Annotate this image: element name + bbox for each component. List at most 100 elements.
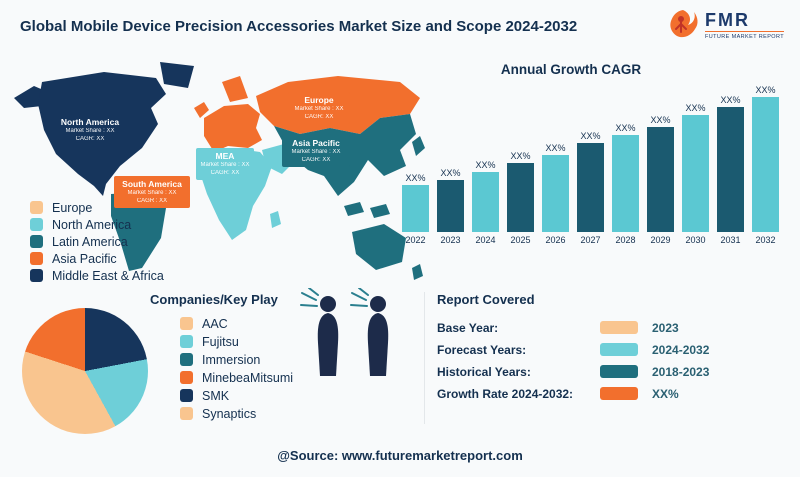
fmr-logo-icon: [670, 10, 698, 38]
bar-year-label: 2028: [615, 235, 636, 245]
region-australia: [352, 224, 423, 280]
bar-year-label: 2032: [755, 235, 776, 245]
report-row-label: Forecast Years:: [437, 342, 527, 357]
legend-item-latin-america: Latin America: [30, 234, 164, 249]
report-row-swatch: [600, 365, 638, 378]
companies-section: Companies/Key Play AAC Fujitsu Immersion…: [150, 292, 293, 425]
report-row-swatch: [600, 387, 638, 400]
bar-chart-bars: XX% 2022 XX% 2023 XX% 2024 XX% 2025 XX% 2026 XX% 20…: [402, 85, 790, 245]
bar-group-2024: XX% 2024: [472, 160, 499, 245]
report-row-growth-rate: Growth Rate 2024-2032: XX%: [437, 386, 787, 401]
map-label-share: Market Share : XX: [291, 149, 341, 156]
bar-group-2022: XX% 2022: [402, 173, 429, 245]
bar-value-label: XX%: [580, 131, 601, 141]
source-url: @Source: www.futuremarketreport.com: [277, 448, 523, 463]
bar-value-label: XX%: [405, 173, 426, 183]
region-south-america: [111, 192, 166, 271]
bar-value-label: XX%: [510, 151, 531, 161]
region-legend: Europe North America Latin America Asia …: [30, 201, 164, 286]
report-covered-title: Report Covered: [437, 292, 535, 307]
map-label-cagr: CAGR: XX: [301, 157, 331, 164]
company-label: AAC: [202, 316, 228, 331]
map-label-title: North America: [60, 117, 120, 127]
company-item: Synaptics: [180, 406, 293, 421]
legend-swatch: [30, 252, 43, 265]
company-label: Synaptics: [202, 406, 257, 421]
report-row-value: 2024-2032: [652, 342, 710, 357]
report-row-historical-years: Historical Years: 2018-2023: [437, 364, 787, 379]
legend-swatch: [30, 218, 43, 231]
bar-2032: [752, 97, 779, 232]
company-swatch: [180, 371, 193, 384]
section-divider: [424, 292, 425, 424]
report-row-label: Growth Rate 2024-2032:: [437, 386, 574, 401]
company-swatch: [180, 353, 193, 366]
legend-item-middle-east-africa: Middle East & Africa: [30, 269, 164, 283]
bar-year-label: 2029: [650, 235, 671, 245]
company-swatch: [180, 317, 193, 330]
report-row-value: XX%: [652, 386, 679, 401]
speech-rays-icon: [300, 288, 369, 307]
company-item: AAC: [180, 316, 293, 331]
companies-title: Companies/Key Play: [150, 292, 278, 307]
bar-year-label: 2031: [720, 235, 741, 245]
bar-group-2025: XX% 2025: [507, 151, 534, 245]
company-item: SMK: [180, 388, 293, 403]
bar-2029: [647, 127, 674, 232]
legend-item-north-america: North America: [30, 217, 164, 232]
bar-year-label: 2022: [405, 235, 426, 245]
region-north-america: [14, 62, 194, 196]
map-label-share: Market Share : XX: [127, 190, 177, 197]
bar-group-2026: XX% 2026: [542, 143, 569, 245]
map-label-share: Market Share : XX: [65, 128, 115, 135]
legend-label: Asia Pacific: [52, 251, 117, 266]
bar-2030: [682, 115, 709, 232]
map-label-share: Market Share : XX: [294, 106, 344, 113]
map-label-cagr: CAGR: XX: [304, 114, 334, 121]
map-label-share: Market Share : XX: [200, 162, 250, 169]
company-swatch: [180, 389, 193, 402]
company-item: Immersion: [180, 353, 293, 367]
report-row-swatch: [600, 343, 638, 356]
bar-2027: [577, 143, 604, 232]
map-label-title: Asia Pacific: [292, 138, 340, 148]
legend-label: Latin America: [52, 234, 128, 249]
bar-year-label: 2023: [440, 235, 461, 245]
bar-year-label: 2025: [510, 235, 531, 245]
company-swatch: [180, 407, 193, 420]
report-row-value: 2023: [652, 320, 679, 335]
company-label: SMK: [202, 388, 230, 403]
bar-2026: [542, 155, 569, 232]
report-row-forecast-years: Forecast Years: 2024-2032: [437, 342, 787, 357]
legend-swatch: [30, 269, 43, 282]
bar-value-label: XX%: [685, 103, 706, 113]
map-label-cagr: CAGR: XX: [75, 136, 105, 143]
bar-group-2027: XX% 2027: [577, 131, 604, 245]
bar-chart-title: Annual Growth CAGR: [500, 62, 642, 77]
person-silhouette: [317, 296, 389, 376]
company-item: Fujitsu: [180, 334, 293, 349]
map-label-mea: MEA Market Share : XX CAGR: XX: [196, 148, 254, 181]
bar-value-label: XX%: [615, 123, 636, 133]
company-label: Fujitsu: [202, 334, 239, 349]
map-label-title: South America: [122, 179, 182, 189]
fmr-logo: FMR FUTURE MARKET REPORT: [669, 8, 784, 42]
map-label-cagr: CAGR : XX: [136, 198, 168, 205]
legend-item-asia-pacific: Asia Pacific: [30, 251, 164, 266]
bar-group-2031: XX% 2031: [717, 95, 744, 245]
bar-year-label: 2026: [545, 235, 566, 245]
company-item: MinebeaMitsumi: [180, 371, 293, 385]
page-title: Global Mobile Device Precision Accessori…: [20, 18, 578, 35]
bar-2022: [402, 185, 429, 232]
map-label-asia-pacific: Asia Pacific Market Share : XX CAGR: XX: [282, 135, 350, 168]
map-label-title: Europe: [304, 95, 334, 105]
bar-year-label: 2024: [475, 235, 496, 245]
map-label-europe: Europe Market Share : XX CAGR: XX: [288, 92, 350, 125]
bar-group-2028: XX% 2028: [612, 123, 639, 245]
report-row-value: 2018-2023: [652, 364, 710, 379]
bar-group-2032: XX% 2032: [752, 85, 779, 245]
fmr-brand-text: FMR: [705, 9, 750, 30]
company-swatch: [180, 335, 193, 348]
legend-label: North America: [52, 217, 132, 232]
bar-year-label: 2027: [580, 235, 601, 245]
